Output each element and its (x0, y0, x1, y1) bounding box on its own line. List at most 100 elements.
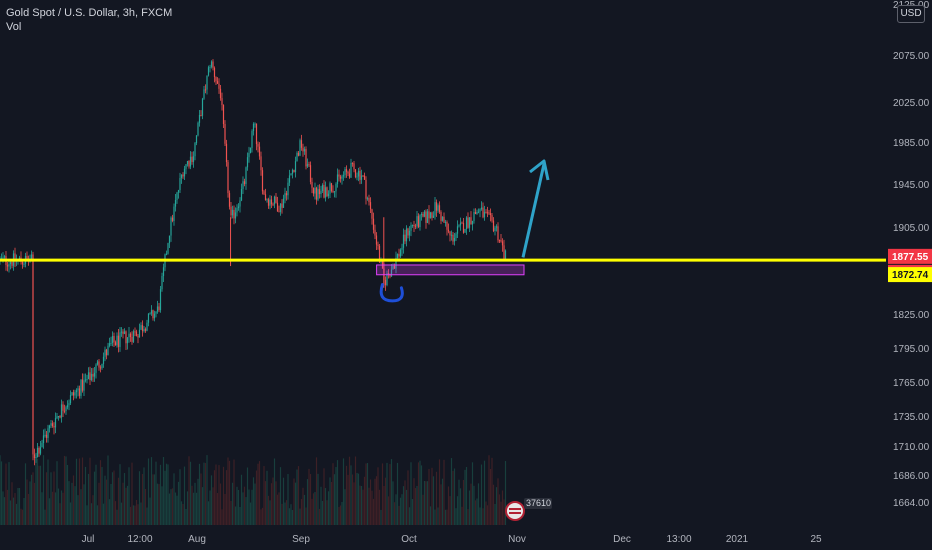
candle-body (72, 392, 75, 396)
candle-body (110, 343, 112, 345)
candle-body (218, 83, 220, 89)
candle-body (200, 115, 202, 117)
candle-body (14, 253, 16, 262)
candle-body (201, 98, 204, 116)
volume-bar (333, 474, 336, 525)
candle-body (173, 206, 175, 221)
candle-body (330, 183, 333, 191)
time-tick-label: Jul (82, 534, 95, 545)
volume-bar (371, 490, 373, 525)
candle-body (134, 331, 136, 333)
candle-body (492, 220, 495, 232)
candle-body (413, 225, 415, 227)
volume-bar (84, 466, 87, 525)
candle-body (399, 249, 402, 257)
volume-bar (63, 455, 66, 525)
candle-body (125, 331, 127, 344)
volume-bar (326, 500, 328, 525)
volume-bar (482, 508, 484, 525)
candle-body (290, 173, 292, 176)
candle-body (287, 182, 289, 196)
candle-body (395, 257, 397, 269)
candle-body (443, 216, 445, 223)
volume-bar (116, 509, 118, 525)
volume-bar (80, 489, 82, 525)
volume-bar (293, 478, 295, 525)
volume-bar (240, 474, 243, 525)
volume-bar (341, 501, 343, 525)
volume-legend[interactable]: Vol (6, 21, 22, 33)
candle-body (306, 164, 309, 167)
candle-body (329, 183, 331, 194)
candle-body (359, 170, 361, 180)
candle-body (56, 416, 58, 419)
candle-body (155, 311, 157, 314)
volume-bar (159, 464, 162, 525)
volume-bar (492, 484, 495, 525)
volume-bar (59, 503, 61, 525)
volume-bar (222, 466, 225, 525)
volume-bar (297, 466, 300, 525)
volume-bar (14, 493, 16, 525)
candle-body (300, 140, 303, 148)
candle-body (402, 234, 405, 248)
candle-body (213, 67, 216, 78)
candle-body (429, 212, 432, 219)
candle-body (378, 245, 381, 263)
candle-body (41, 443, 43, 448)
volume-bar (420, 465, 423, 525)
volume-bar (218, 465, 220, 525)
drawings[interactable] (0, 159, 886, 303)
time-tick-label: Dec (613, 534, 631, 545)
volume-bar (39, 465, 42, 525)
volume-bar (425, 481, 427, 525)
volume-bar (209, 490, 211, 525)
us-flag-icon[interactable] (505, 501, 525, 521)
currency-button[interactable]: USD (897, 5, 925, 23)
candle-body (240, 189, 243, 201)
volume-bar (377, 467, 379, 525)
candle-body (54, 418, 57, 428)
candle-body (411, 225, 414, 227)
volume-bar (168, 493, 171, 525)
candle-body (92, 374, 94, 377)
volume-bar (110, 484, 112, 525)
volume-bar (41, 492, 43, 525)
volume-bar (215, 464, 217, 525)
volume-bar (2, 491, 4, 525)
volume-bar (498, 494, 501, 525)
projection-arrow[interactable] (521, 163, 546, 258)
volume-bar (234, 506, 237, 525)
volume-bar (303, 494, 306, 525)
volume-bar (281, 503, 283, 525)
flag-stripe (509, 508, 521, 510)
symbol-title[interactable]: Gold Spot / U.S. Dollar, 3h, FXCM (6, 7, 173, 19)
candle-body (198, 115, 201, 123)
time-tick-label: 12:00 (127, 534, 152, 545)
candle-body (6, 265, 9, 267)
volume-bar (9, 500, 12, 525)
hand-scribble[interactable] (379, 283, 404, 303)
candle-body (386, 273, 388, 286)
candle-body (390, 269, 393, 277)
volume-bar (432, 476, 435, 525)
event-count-badge (524, 498, 552, 509)
volume-bar (254, 483, 256, 525)
demand-zone-rect[interactable] (376, 264, 525, 276)
price-tick-label: 1985.00 (893, 138, 930, 149)
candle-body (420, 214, 423, 216)
candle-body (87, 372, 90, 380)
volume-bar (206, 455, 208, 525)
volume-bar (336, 460, 339, 525)
candle-body (71, 392, 73, 396)
volume-bar (330, 481, 333, 525)
volume-bar (369, 479, 372, 525)
candle-body (119, 332, 121, 347)
volume-bar (165, 463, 168, 525)
volume-bar (189, 461, 192, 525)
candle-body (437, 205, 439, 211)
volume-bar (53, 471, 55, 525)
volume-bar (92, 495, 94, 525)
candle-body (455, 233, 457, 238)
